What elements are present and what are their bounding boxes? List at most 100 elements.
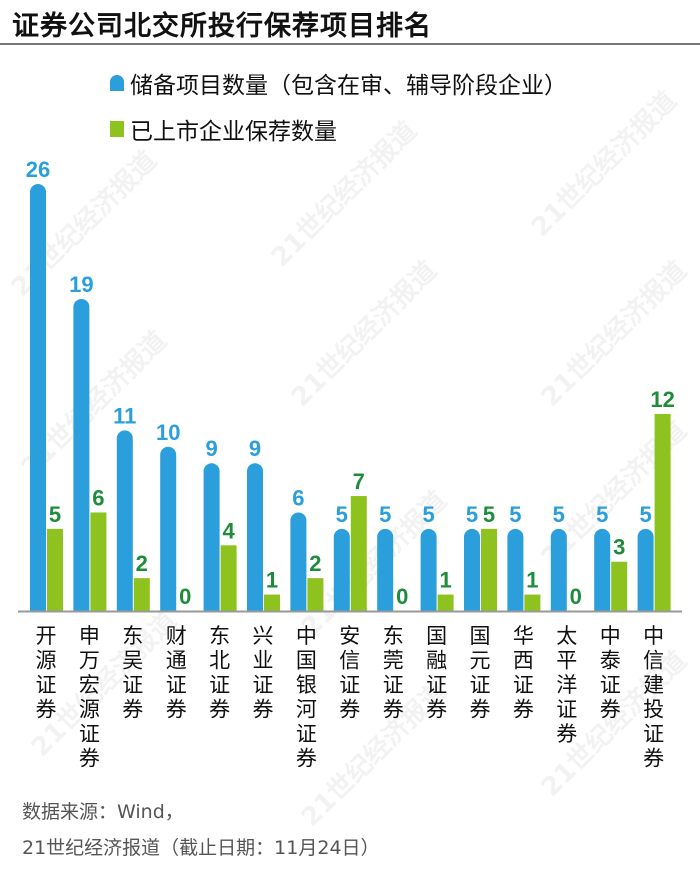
legend-swatch-green — [110, 121, 124, 137]
category-label: 华 — [513, 624, 534, 648]
value-label-listed: 4 — [222, 518, 235, 543]
value-label-reserve: 10 — [156, 420, 180, 445]
value-label-listed: 5 — [49, 502, 61, 527]
value-label-listed: 0 — [179, 584, 191, 609]
category-label: 券 — [36, 698, 57, 722]
bar-listed — [654, 413, 671, 611]
category-label: 开 — [36, 624, 57, 648]
category-label: 券 — [426, 698, 447, 722]
category-label: 国 — [296, 649, 317, 673]
value-label-listed: 2 — [136, 551, 148, 576]
category-label: 证 — [600, 673, 621, 697]
category-label: 河 — [296, 698, 317, 722]
category-label: 证 — [339, 673, 360, 697]
category-label: 证 — [209, 673, 230, 697]
value-label-listed: 1 — [526, 568, 538, 593]
category-label: 信 — [643, 649, 664, 673]
category-label: 平 — [556, 649, 577, 673]
value-label-reserve: 19 — [69, 272, 93, 297]
category-label: 太 — [556, 624, 577, 648]
value-label-listed: 12 — [650, 387, 674, 412]
bar-reserve — [333, 528, 350, 611]
category-label: 安 — [339, 624, 360, 648]
category-label: 融 — [426, 649, 447, 673]
category-label: 证 — [253, 673, 274, 697]
bar-reserve — [30, 184, 46, 611]
category-label: 西 — [513, 649, 534, 673]
value-label-reserve: 11 — [113, 403, 136, 428]
category-label: 泰 — [600, 649, 621, 673]
category-label: 证 — [643, 722, 664, 746]
category-label: 万 — [79, 649, 100, 673]
value-label-listed: 5 — [483, 502, 495, 527]
legend-label: 储备项目数量（包含在审、辅导阶段企业） — [130, 73, 567, 99]
category-label: 券 — [339, 698, 360, 722]
legend-item-listed: 已上市企业保荐数量 — [110, 112, 337, 146]
value-label-reserve: 9 — [205, 436, 217, 461]
category-label: 北 — [209, 649, 230, 673]
category-label: 券 — [556, 722, 577, 746]
title-divider — [0, 43, 700, 45]
bar-listed — [47, 528, 63, 611]
credit-note: 21世纪经济报道（截止日期：11月24日） — [22, 837, 380, 859]
category-label: 券 — [296, 747, 317, 771]
category-label: 券 — [122, 698, 143, 722]
category-label: 中 — [643, 624, 664, 648]
category-label: 国 — [470, 624, 491, 648]
category-label: 中 — [296, 624, 317, 648]
bar-listed — [350, 496, 367, 611]
category-label: 中 — [600, 624, 621, 648]
value-label-reserve: 5 — [466, 502, 478, 527]
category-label: 证 — [556, 698, 577, 722]
value-label-listed: 1 — [266, 568, 278, 593]
category-label: 券 — [383, 698, 404, 722]
category-label: 证 — [426, 673, 447, 697]
category-label: 券 — [166, 698, 187, 722]
category-label: 东 — [383, 624, 404, 648]
bar-listed — [133, 578, 150, 611]
bar-listed — [437, 594, 454, 611]
category-label: 券 — [513, 698, 534, 722]
bar-reserve — [290, 512, 307, 611]
legend-swatch-blue — [110, 75, 124, 91]
value-label-reserve: 6 — [292, 485, 304, 510]
value-label-listed: 0 — [396, 584, 408, 609]
bar-reserve — [637, 528, 654, 611]
watermark: 21世纪经济报道 — [285, 255, 443, 413]
category-label: 财 — [166, 624, 187, 648]
category-label: 东 — [209, 624, 230, 648]
bar-listed — [220, 545, 237, 611]
value-label-reserve: 5 — [336, 502, 348, 527]
value-label-listed: 7 — [353, 469, 365, 494]
category-label: 洋 — [556, 673, 577, 697]
bar-reserve — [464, 528, 480, 611]
value-label-listed: 2 — [309, 551, 321, 576]
category-label: 证 — [79, 722, 100, 746]
legend-item-reserve: 储备项目数量（包含在审、辅导阶段企业） — [110, 66, 567, 100]
bar-reserve — [247, 463, 263, 611]
chart-title: 证券公司北交所投行保荐项目排名 — [12, 11, 432, 42]
bar-reserve — [420, 528, 437, 611]
category-label: 证 — [296, 722, 317, 746]
category-label: 券 — [209, 698, 230, 722]
category-label: 券 — [253, 698, 274, 722]
bar-reserve — [507, 528, 524, 611]
category-label: 信 — [339, 649, 360, 673]
category-label: 券 — [79, 747, 100, 771]
category-label: 建 — [643, 673, 664, 697]
value-label-listed: 0 — [570, 584, 582, 609]
category-label: 证 — [122, 673, 143, 697]
category-label: 券 — [643, 747, 664, 771]
category-label: 通 — [166, 649, 187, 673]
watermark: 21世纪经济报道 — [525, 85, 683, 243]
value-label-listed: 3 — [613, 535, 625, 560]
category-label: 源 — [36, 649, 57, 673]
value-label-reserve: 5 — [422, 502, 434, 527]
category-label: 券 — [470, 698, 491, 722]
category-label: 元 — [470, 649, 491, 673]
category-label: 东 — [122, 624, 143, 648]
category-label: 源 — [79, 698, 100, 722]
bar-reserve — [203, 463, 220, 611]
legend-label: 已上市企业保荐数量 — [130, 119, 337, 145]
value-label-listed: 1 — [439, 568, 451, 593]
